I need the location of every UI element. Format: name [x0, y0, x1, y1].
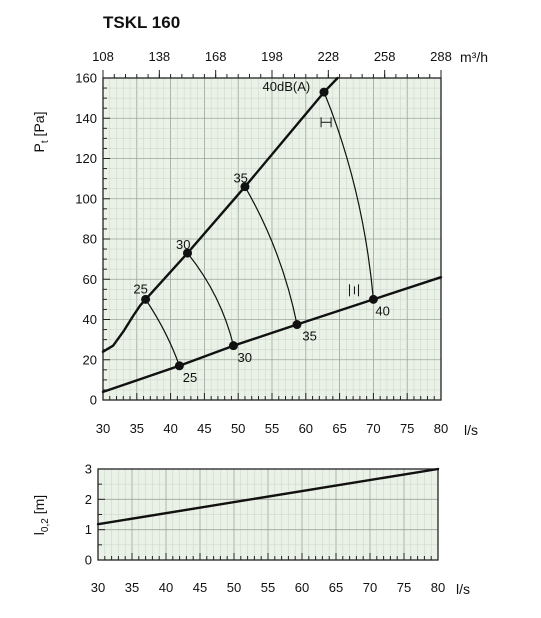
x-tick-label: 70 [363, 580, 377, 595]
lower-line [101, 276, 443, 394]
sound-curve [186, 252, 235, 347]
y-tick-label: 40 [83, 312, 97, 327]
y-axis-label-unit: [Pa] [31, 112, 47, 141]
y-axis-label-subscript: t [40, 140, 51, 143]
x-tick-label: 30 [96, 421, 110, 436]
y-tick-label: 2 [85, 492, 92, 507]
top-tick-label: 168 [205, 49, 227, 64]
sound-level-label: 25 [183, 370, 197, 385]
sound-level-label: 25 [133, 281, 147, 296]
x-tick-label: 35 [130, 421, 144, 436]
x-axis-label: l/s [464, 422, 478, 438]
throw-line [96, 467, 440, 526]
y-tick-label: 3 [85, 462, 92, 477]
y-axis-label-unit: [m] [31, 495, 47, 518]
x-tick-label: 80 [434, 421, 448, 436]
y-tick-label: 0 [85, 553, 92, 568]
top-tick-label: 198 [261, 49, 283, 64]
top-axis-unit: m³/h [460, 49, 488, 65]
data-point [174, 361, 184, 371]
x-tick-label: 45 [197, 421, 211, 436]
x-tick-label: 65 [329, 580, 343, 595]
sound-curve [144, 298, 180, 367]
top-tick-label: 258 [374, 49, 396, 64]
y-tick-label: 0 [90, 393, 97, 408]
top-tick-label: 138 [148, 49, 170, 64]
y-axis-label-main: P [31, 143, 47, 152]
data-point [368, 294, 378, 304]
y-tick-label: 120 [75, 151, 97, 166]
x-tick-label: 75 [400, 421, 414, 436]
sound-curve [323, 91, 374, 300]
sound-level-label: 30 [238, 350, 252, 365]
y-axis-label: Pt [Pa] [31, 112, 51, 153]
sound-level-label: 40dB(A) [263, 79, 311, 94]
x-tick-label: 65 [332, 421, 346, 436]
x-tick-label: 80 [431, 580, 445, 595]
x-axis-label: l/s [456, 581, 470, 597]
x-tick-label: 60 [299, 421, 313, 436]
x-tick-label: 50 [231, 421, 245, 436]
x-tick-label: 40 [163, 421, 177, 436]
chart-title: TSKL 160 [103, 13, 180, 32]
top-tick-label: 288 [430, 49, 452, 64]
x-tick-label: 60 [295, 580, 309, 595]
x-tick-label: 45 [193, 580, 207, 595]
sound-level-label: 40 [375, 303, 389, 318]
y-axis-label-subscript: 0,2 [40, 518, 51, 532]
x-tick-label: 55 [265, 421, 279, 436]
x-tick-label: 30 [91, 580, 105, 595]
sound-level-label: 35 [302, 329, 316, 344]
data-point [319, 87, 329, 97]
data-point [141, 294, 151, 304]
y-tick-label: 160 [75, 71, 97, 86]
y-tick-label: 60 [83, 272, 97, 287]
y-axis-label-main: l [31, 532, 47, 535]
x-tick-label: 35 [125, 580, 139, 595]
y-tick-label: 80 [83, 232, 97, 247]
data-point [183, 248, 192, 258]
top-tick-label: 108 [92, 49, 114, 64]
x-tick-label: 40 [159, 580, 173, 595]
y-axis-label: l0,2 [m] [31, 495, 51, 535]
top-tick-label: 228 [317, 49, 339, 64]
x-tick-label: 50 [227, 580, 241, 595]
data-point [228, 341, 238, 351]
x-tick-label: 75 [397, 580, 411, 595]
y-tick-label: 1 [85, 522, 92, 537]
y-tick-label: 100 [75, 191, 97, 206]
data-point [292, 320, 302, 330]
sound-level-label: 35 [233, 171, 247, 186]
sound-level-label: 30 [176, 237, 190, 252]
sound-curve [244, 186, 298, 326]
y-tick-label: 20 [83, 352, 97, 367]
x-tick-label: 70 [366, 421, 380, 436]
y-tick-label: 140 [75, 111, 97, 126]
x-tick-label: 55 [261, 580, 275, 595]
data-point [240, 182, 250, 192]
